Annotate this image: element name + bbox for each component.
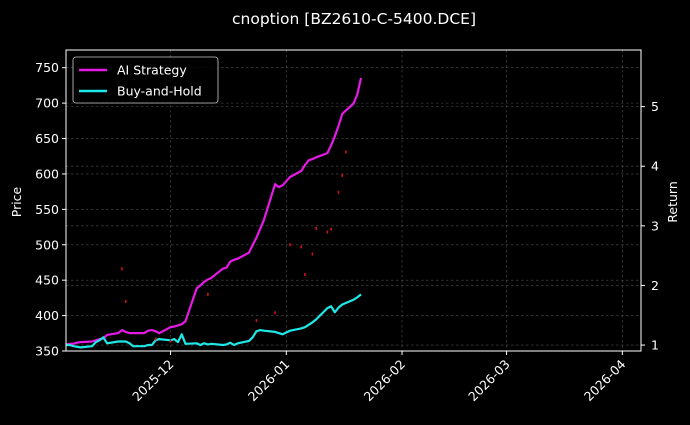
y-tick-label: 650 xyxy=(35,131,59,146)
legend: AI Strategy Buy-and-Hold xyxy=(72,56,219,104)
buy-and-hold-line xyxy=(66,293,362,349)
legend-box xyxy=(72,56,219,104)
y-tick-label: 750 xyxy=(35,60,59,75)
legend-label: Buy-and-Hold xyxy=(117,84,202,99)
price-point xyxy=(255,319,258,323)
price-point xyxy=(169,339,172,343)
price-point xyxy=(315,226,317,230)
price-point xyxy=(274,311,276,315)
price-point xyxy=(207,292,209,296)
y-tick-label: 500 xyxy=(35,237,59,252)
y-tick-label: 400 xyxy=(35,308,59,323)
y2-tick-label: 5 xyxy=(651,99,659,114)
y-tick-label: 350 xyxy=(35,344,59,359)
price-point xyxy=(330,227,332,231)
chart-title: cnoption [BZ2610-C-5400.DCE] xyxy=(232,10,476,28)
y2-tick-label: 3 xyxy=(651,218,659,233)
ai-strategy-line xyxy=(65,77,363,346)
price-point xyxy=(326,230,329,234)
price-point xyxy=(154,337,157,341)
y2-tick-label: 2 xyxy=(651,278,659,293)
price-point xyxy=(304,273,306,277)
price-point xyxy=(300,245,303,249)
plot-frame xyxy=(65,49,642,352)
price-point xyxy=(124,299,127,303)
price-point xyxy=(341,173,344,177)
price-point xyxy=(289,243,291,247)
y-tick-label: 550 xyxy=(35,202,59,217)
price-point xyxy=(337,190,340,194)
y-tick-label: 450 xyxy=(35,273,59,288)
y-tick-label: 700 xyxy=(35,96,59,111)
price-point xyxy=(311,252,314,256)
y-axis-label: Price xyxy=(9,186,24,217)
y2-tick-label: 4 xyxy=(651,159,659,174)
price-point xyxy=(121,267,123,271)
y2-tick-label: 1 xyxy=(651,338,659,353)
chart-marks xyxy=(65,77,363,349)
price-point xyxy=(345,150,347,154)
legend-label: AI Strategy xyxy=(117,63,187,78)
y-tick-label: 600 xyxy=(35,166,59,181)
y2-axis-label: Return xyxy=(665,181,680,222)
